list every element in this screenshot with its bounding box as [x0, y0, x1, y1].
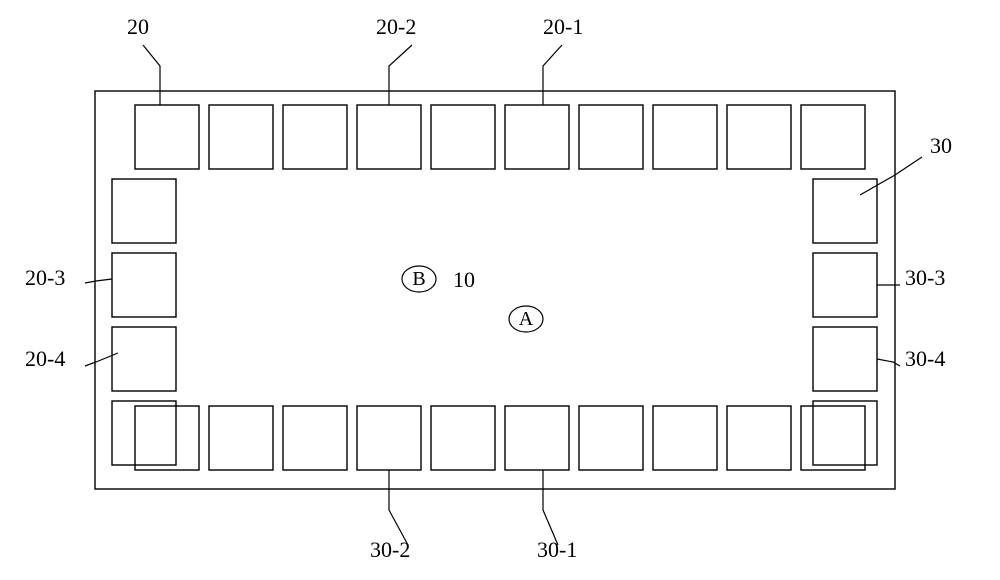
callout-leader-30-4 — [877, 359, 900, 366]
callout-leader-20-4 — [85, 353, 118, 366]
bottom-unit-4 — [431, 406, 495, 470]
left-unit-1 — [112, 253, 176, 317]
top-unit-1 — [209, 105, 273, 169]
right-unit-3 — [813, 401, 877, 465]
callout-leader-30-1 — [543, 470, 558, 545]
callout-label-20: 20 — [127, 14, 149, 39]
left-unit-0 — [112, 179, 176, 243]
ref-10: 10 — [453, 267, 475, 292]
callout-leader-30-2 — [389, 470, 408, 545]
top-unit-5 — [505, 105, 569, 169]
top-unit-8 — [727, 105, 791, 169]
right-unit-1 — [813, 253, 877, 317]
top-unit-2 — [283, 105, 347, 169]
callout-label-30-3: 30-3 — [905, 265, 945, 290]
bottom-unit-8 — [727, 406, 791, 470]
callout-label-30-1: 30-1 — [537, 537, 577, 562]
callout-label-20-4: 20-4 — [25, 346, 65, 371]
left-unit-3 — [112, 401, 176, 465]
top-unit-7 — [653, 105, 717, 169]
right-unit-0 — [813, 179, 877, 243]
right-unit-2 — [813, 327, 877, 391]
callout-leader-20-2 — [389, 45, 412, 105]
callout-label-30: 30 — [930, 133, 952, 158]
callout-label-20-3: 20-3 — [25, 265, 65, 290]
bottom-unit-3 — [357, 406, 421, 470]
bottom-unit-0 — [135, 406, 199, 470]
top-unit-4 — [431, 105, 495, 169]
callout-leader-30 — [860, 157, 922, 195]
marker-b-label: B — [412, 268, 425, 290]
bottom-unit-2 — [283, 406, 347, 470]
callout-label-30-4: 30-4 — [905, 346, 945, 371]
top-unit-9 — [801, 105, 865, 169]
callout-leader-20-1 — [543, 45, 562, 105]
callout-leader-20-3 — [85, 279, 112, 283]
callout-leader-20 — [143, 45, 160, 105]
bottom-unit-9 — [801, 406, 865, 470]
bottom-unit-1 — [209, 406, 273, 470]
callout-label-20-1: 20-1 — [543, 14, 583, 39]
top-unit-6 — [579, 105, 643, 169]
left-unit-2 — [112, 327, 176, 391]
top-unit-0 — [135, 105, 199, 169]
marker-a-label: A — [519, 308, 534, 330]
top-unit-3 — [357, 105, 421, 169]
bottom-unit-5 — [505, 406, 569, 470]
bottom-unit-6 — [579, 406, 643, 470]
bottom-unit-7 — [653, 406, 717, 470]
callout-label-20-2: 20-2 — [376, 14, 416, 39]
callout-label-30-2: 30-2 — [370, 537, 410, 562]
